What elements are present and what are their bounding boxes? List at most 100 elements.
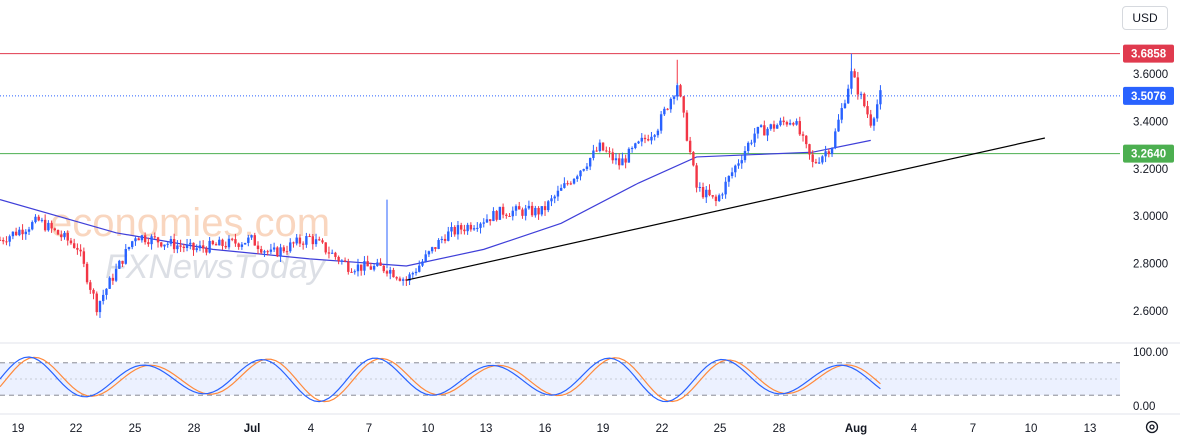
candle-body (827, 151, 831, 155)
candle-body (318, 239, 321, 241)
candle-body (66, 232, 69, 241)
time-tick-label: 25 (129, 423, 142, 435)
candle-body (308, 236, 311, 238)
candle-body (605, 150, 608, 152)
candle-body (311, 236, 315, 245)
candle-body (53, 228, 57, 230)
trendline[interactable] (406, 137, 1046, 281)
candle-body (630, 148, 634, 150)
candle-body (798, 121, 801, 135)
candle-body (724, 181, 727, 195)
time-tick-label: 13 (1084, 423, 1097, 435)
candle-body (50, 222, 53, 229)
candle-body (395, 277, 398, 279)
price-axis[interactable]: 2.6000 2.8000 3.0000 3.2000 3.4000 3.6000 (1133, 69, 1168, 318)
candle-body (137, 238, 140, 241)
candle-body (853, 71, 856, 78)
candle-body (695, 165, 698, 188)
candle-body (427, 251, 431, 255)
candle-body (60, 234, 63, 238)
candle-body (76, 247, 79, 250)
candle-body (182, 246, 186, 249)
candle-body (111, 277, 115, 281)
candle-body (556, 190, 560, 197)
time-tick-label: 28 (773, 423, 786, 435)
candle-body (682, 96, 685, 113)
candle-body (379, 262, 382, 266)
candle-body (879, 90, 882, 105)
candle-body (63, 232, 66, 238)
candle-body (414, 271, 418, 274)
candle-body (672, 96, 676, 99)
price-tick-label: 2.8000 (1133, 259, 1168, 271)
candle-body (740, 160, 743, 164)
candle-body (850, 71, 853, 89)
candle-body (176, 245, 179, 250)
candle-body (501, 206, 505, 215)
candle-body (169, 239, 173, 244)
candle-body (866, 106, 869, 115)
candle-body (363, 261, 366, 271)
candle-body (69, 240, 73, 244)
price-tick-label: 2.6000 (1133, 306, 1168, 318)
candle-body (837, 119, 840, 132)
candle-body (27, 229, 31, 232)
candle-body (805, 135, 808, 145)
settings-icon[interactable] (1141, 416, 1163, 438)
candle-body (256, 245, 260, 250)
time-tick-label: 10 (422, 423, 435, 435)
candle-body (2, 240, 5, 242)
candle-body (118, 260, 121, 269)
current-price-tag-label: 3.5076 (1131, 91, 1166, 103)
price-levels (0, 53, 1120, 155)
watermark-economies: economies.com (50, 201, 330, 245)
candle-body (382, 265, 385, 272)
candle-body (314, 239, 318, 245)
candle-body (737, 163, 740, 166)
candle-body (663, 108, 666, 115)
candle-body (869, 114, 872, 126)
candle-body (656, 130, 660, 136)
candle-body (340, 260, 344, 262)
candle-body (179, 245, 182, 247)
candle-body (705, 189, 708, 198)
candle-body (343, 260, 347, 262)
candle-body (211, 240, 215, 245)
candle-body (676, 85, 679, 97)
candle-body (143, 235, 147, 243)
candle-body (253, 235, 256, 246)
time-tick-label: Jul (244, 423, 261, 435)
candle-body (282, 247, 285, 252)
price-tick-label: 3.4000 (1133, 116, 1168, 128)
candle-body (14, 231, 18, 236)
candle-body (218, 239, 221, 246)
currency-selector[interactable]: USD (1122, 6, 1168, 30)
price-tick-label: 3.2000 (1133, 164, 1168, 176)
candle-body (511, 210, 514, 217)
candle-body (608, 151, 611, 153)
candle-body (192, 242, 195, 251)
candle-body (489, 219, 492, 222)
candle-body (863, 93, 866, 107)
candle-body (153, 236, 156, 238)
candle-body (24, 231, 27, 235)
candle-body (195, 248, 198, 251)
candle-body (166, 243, 169, 245)
price-tags: 3.6858 3.2640 3.5076 (1123, 44, 1174, 163)
time-tick-label: 22 (656, 423, 669, 435)
candle-body (856, 77, 860, 95)
candle-body (637, 141, 640, 144)
candle-body (714, 196, 718, 202)
candle-body (295, 237, 298, 244)
candle-body (834, 131, 837, 149)
candle-body (198, 245, 202, 249)
candle-body (643, 137, 647, 140)
candle-body (305, 236, 308, 245)
candle-body (156, 237, 160, 243)
time-axis[interactable]: 19 22 25 28 Jul 4 7 10 13 16 19 22 25 28 Aug 4 7 10 13 (0, 413, 1180, 435)
candle-body (611, 152, 614, 161)
candle-body (579, 170, 582, 177)
candle-body (366, 261, 369, 267)
time-tick-label: 19 (597, 423, 610, 435)
